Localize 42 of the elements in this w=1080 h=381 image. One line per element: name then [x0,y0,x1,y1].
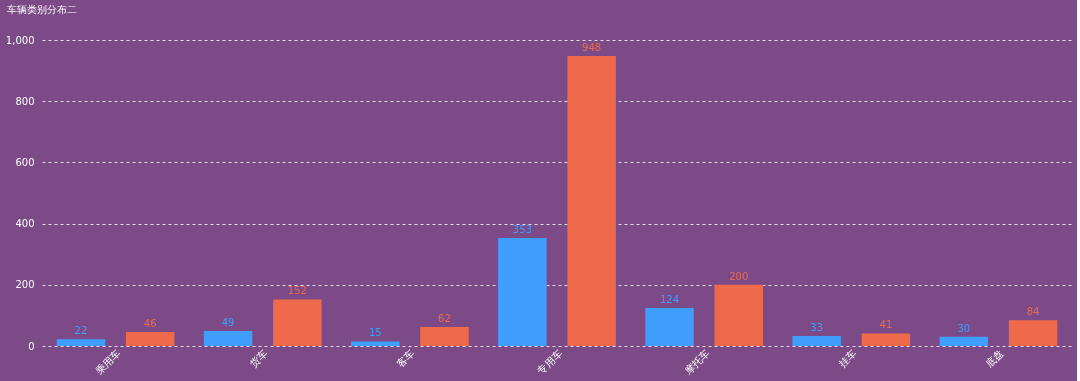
bar [861,333,911,346]
y-tick-label: 600 [15,156,35,168]
data-label: 41 [879,319,893,331]
data-label: 124 [659,294,680,306]
bar [1008,320,1058,346]
x-tick-label: 挂车 [836,347,859,370]
y-tick-label: 400 [15,218,35,230]
bar [125,331,175,346]
bar [939,336,989,346]
data-label: 30 [957,322,971,334]
chart-title: 车辆类别分布二 [7,4,77,15]
data-label: 200 [729,270,749,282]
data-label: 33 [810,321,824,333]
x-tick-label: 乘用车 [93,347,123,377]
bar [645,308,694,346]
data-label: 15 [368,327,382,339]
bar [567,55,616,346]
bar [420,327,469,346]
bar [273,299,322,346]
bar [714,284,763,346]
data-label: 152 [287,285,307,297]
y-tick-label: 1,000 [5,34,35,46]
data-label: 62 [438,313,451,325]
data-label: 84 [1026,306,1040,318]
y-tick-label: 0 [28,340,35,352]
bar [351,341,400,346]
y-tick-label: 800 [15,95,35,107]
bar [498,237,547,346]
x-tick-label: 专用车 [535,347,565,377]
data-label: 22 [74,325,88,337]
bar [56,339,106,346]
x-tick-label: 货车 [247,347,270,370]
x-tick-label: 客车 [395,347,417,370]
data-label: 948 [582,41,602,53]
x-tick-label: 摩托车 [682,347,712,377]
bar [792,335,841,346]
bar [203,331,253,346]
data-label: 49 [221,317,235,329]
y-tick-label: 200 [15,279,35,291]
data-label: 353 [512,223,532,235]
data-label: 46 [143,317,157,329]
x-tick-label: 底盘 [983,347,1006,370]
